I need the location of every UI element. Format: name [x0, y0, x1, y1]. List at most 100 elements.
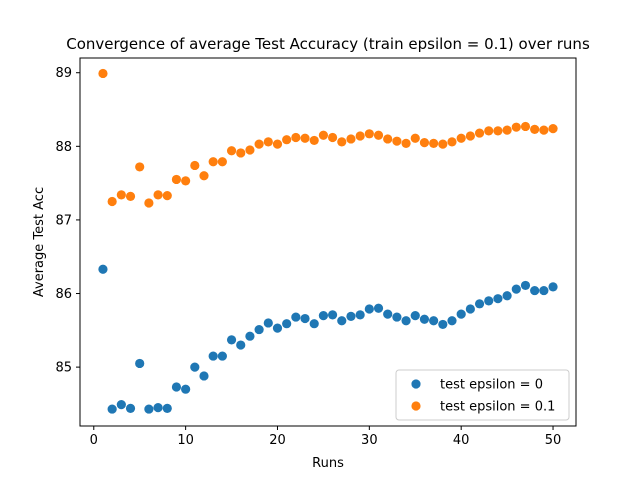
data-point-series-1	[217, 157, 227, 167]
data-point-series-1	[401, 138, 411, 148]
data-point-series-0	[107, 404, 117, 414]
data-point-series-0	[373, 303, 384, 313]
data-point-series-0	[502, 291, 512, 301]
data-point-series-0	[383, 309, 393, 319]
data-point-series-0	[318, 311, 329, 321]
data-point-series-1	[300, 133, 310, 143]
data-point-series-0	[125, 403, 136, 413]
x-tick-label: 0	[90, 433, 98, 448]
y-tick-label: 89	[55, 66, 72, 81]
data-point-series-0	[327, 310, 338, 320]
data-point-series-0	[291, 312, 301, 322]
data-point-series-0	[419, 314, 430, 324]
data-point-series-0	[116, 400, 126, 410]
data-point-series-0	[355, 310, 365, 320]
data-point-series-0	[520, 280, 531, 291]
data-point-series-1	[346, 134, 356, 144]
data-point-series-0	[254, 324, 264, 335]
data-point-series-0	[429, 316, 439, 326]
y-tick-label: 88	[55, 140, 72, 155]
data-point-series-1	[373, 130, 384, 140]
data-point-series-1	[107, 196, 117, 207]
data-point-series-1	[263, 137, 273, 147]
data-point-series-1	[226, 146, 237, 156]
x-axis-label: Runs	[312, 456, 344, 471]
data-point-series-0	[272, 323, 283, 333]
x-tick-label: 40	[453, 433, 470, 448]
data-point-series-0	[171, 382, 182, 392]
data-point-series-1	[309, 135, 319, 146]
data-point-series-0	[162, 403, 172, 413]
data-point-series-0	[199, 371, 209, 381]
data-point-series-1	[125, 191, 136, 201]
data-point-series-1	[236, 148, 246, 158]
axes-frame	[79, 57, 577, 427]
data-point-series-1	[493, 126, 503, 136]
data-point-series-0	[484, 296, 494, 306]
data-point-series-0	[226, 335, 237, 345]
data-point-series-1	[162, 191, 172, 201]
data-point-series-0	[181, 384, 191, 394]
data-point-series-0	[511, 284, 521, 294]
data-point-series-1	[438, 139, 448, 149]
data-point-series-0	[236, 340, 246, 350]
data-point-series-1	[199, 171, 209, 181]
data-point-series-0	[410, 311, 420, 321]
chart-title: Convergence of average Test Accuracy (tr…	[66, 35, 590, 53]
legend-label-series-0: test epsilon = 0	[440, 378, 543, 393]
data-point-series-0	[346, 311, 356, 321]
data-point-series-0	[208, 351, 218, 361]
data-point-series-0	[447, 316, 457, 326]
data-point-series-0	[548, 282, 558, 292]
y-tick-label: 87	[55, 213, 72, 228]
data-point-series-1	[327, 132, 338, 143]
legend-label-series-1: test epsilon = 0.1	[440, 400, 555, 415]
data-point-series-0	[263, 318, 273, 328]
data-point-series-1	[447, 137, 457, 147]
data-point-series-0	[392, 312, 402, 322]
data-point-series-0	[530, 285, 540, 296]
data-point-series-1	[291, 132, 301, 143]
data-point-series-0	[153, 403, 163, 413]
data-point-series-1	[520, 121, 531, 132]
data-point-series-1	[383, 134, 393, 144]
data-point-series-1	[548, 124, 558, 134]
y-tick-label: 86	[55, 287, 72, 302]
data-point-series-1	[98, 68, 108, 79]
data-point-series-1	[410, 133, 420, 143]
plot-area	[98, 68, 558, 414]
data-point-series-0	[245, 331, 255, 341]
data-point-series-1	[318, 130, 329, 140]
data-point-series-1	[135, 162, 145, 172]
data-point-series-1	[171, 174, 182, 185]
data-point-series-1	[392, 136, 402, 146]
data-point-series-0	[493, 294, 503, 304]
data-point-series-0	[539, 285, 549, 296]
legend-marker-series-0	[411, 379, 421, 389]
data-point-series-1	[116, 190, 126, 200]
data-point-series-0	[217, 351, 227, 361]
data-point-series-0	[135, 358, 145, 369]
data-point-series-1	[282, 135, 292, 145]
data-point-series-0	[438, 319, 448, 330]
data-point-series-0	[282, 319, 292, 329]
data-point-series-1	[364, 129, 374, 139]
data-point-series-0	[309, 319, 319, 329]
data-point-series-1	[208, 157, 218, 167]
data-point-series-0	[144, 404, 154, 414]
legend-box	[395, 369, 570, 421]
data-point-series-0	[364, 304, 374, 314]
x-tick-label: 10	[177, 433, 194, 448]
data-point-series-1	[181, 176, 191, 186]
data-point-series-1	[539, 125, 549, 135]
y-tick-label: 85	[55, 361, 72, 376]
legend-marker-series-1	[411, 401, 421, 411]
data-point-series-0	[401, 316, 411, 326]
data-point-series-1	[474, 128, 485, 138]
data-point-series-0	[474, 299, 485, 309]
data-point-series-0	[337, 316, 347, 326]
x-tick-label: 20	[269, 433, 286, 448]
data-point-series-1	[419, 138, 430, 148]
axes: 0 10 20 30 40 50 85 86 87 88 89	[55, 57, 577, 448]
legend: test epsilon = 0 test epsilon = 0.1	[395, 369, 570, 421]
